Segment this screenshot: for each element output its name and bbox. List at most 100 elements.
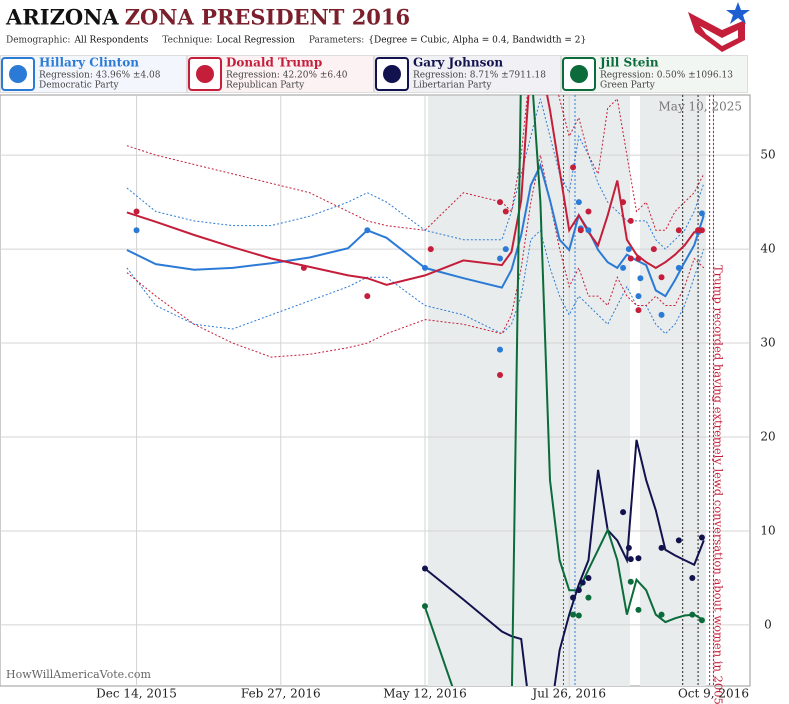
title: ARIZONA <box>5 5 119 30</box>
legend-party: Green Party <box>600 81 656 91</box>
poll-point <box>570 594 577 601</box>
legend-regression: Regression: 8.71% ±7911.18 <box>413 71 546 81</box>
x-tick-label: Dec 14, 2015 <box>96 687 177 701</box>
poll-point <box>300 264 307 271</box>
legend-icon-mark <box>196 65 214 83</box>
param-value: All Respondents <box>73 36 148 46</box>
poll-point <box>497 346 503 353</box>
parameters: Demographic: All Respondents Technique: Loc… <box>6 36 586 46</box>
regression-line <box>424 439 705 686</box>
poll-point <box>585 227 592 234</box>
poll-point <box>658 274 665 281</box>
legend-regression: Regression: 42.20% ±6.40 <box>226 71 348 81</box>
poll-point <box>422 264 428 271</box>
param-label: Demographic: <box>6 36 70 46</box>
poll-point <box>570 611 577 618</box>
regression-line <box>424 95 705 686</box>
regression-line <box>126 95 705 286</box>
poll-point <box>675 264 682 271</box>
y-tick-label: 10 <box>760 523 775 537</box>
poll-point <box>585 208 592 215</box>
param-value: Local Regression <box>216 36 295 46</box>
legend-icon-mark <box>383 65 401 83</box>
shaded-period <box>428 96 630 686</box>
poll-point <box>422 603 428 610</box>
poll-point <box>627 217 634 224</box>
poll-point <box>658 611 665 618</box>
confidence-bands <box>126 95 705 358</box>
x-tick-label: Feb 27, 2016 <box>241 687 321 701</box>
poll-point <box>689 611 696 618</box>
param-value: {Degree = Cubic, Alpha = 0.4, Bandwidth … <box>368 36 586 46</box>
poll-point <box>620 509 627 516</box>
poll-point <box>627 255 634 262</box>
y-tick-label: 50 <box>760 148 775 162</box>
poll-point <box>577 227 584 234</box>
poll-point <box>620 264 627 271</box>
poll-point <box>364 227 371 234</box>
poll-point <box>497 255 503 262</box>
legend-icon-mark <box>570 65 588 83</box>
poll-point <box>627 578 634 585</box>
poll-point <box>658 311 665 318</box>
x-tick-label: May 12, 2016 <box>383 687 466 701</box>
y-tick-label: 0 <box>764 617 772 631</box>
poll-point <box>502 208 509 215</box>
legend-icon-mark <box>9 65 27 83</box>
poll-point <box>497 199 503 206</box>
poll-point <box>625 246 632 253</box>
param-label: Parameters: <box>309 36 364 46</box>
legend-party: Democratic Party <box>39 81 120 91</box>
regression-line <box>126 162 705 298</box>
poll-point <box>575 587 582 594</box>
poll-point <box>422 565 428 572</box>
poll-point <box>497 371 503 378</box>
poll-point <box>627 556 634 563</box>
poll-points <box>133 164 705 624</box>
x-tick-label: Oct 9, 2016 <box>678 687 749 701</box>
poll-point <box>579 579 586 586</box>
y-tick-label: 30 <box>760 336 775 350</box>
poll-point <box>698 210 705 217</box>
legend-name: Jill Stein <box>599 56 659 70</box>
poll-point <box>635 293 642 300</box>
poll-point <box>364 293 371 300</box>
date-stamp: May 10, 2025 <box>659 100 742 114</box>
poll-point <box>698 534 705 541</box>
poll-point <box>427 246 434 253</box>
poll-point <box>650 246 657 253</box>
poll-point <box>575 199 582 206</box>
poll-point <box>675 227 682 234</box>
poll-point <box>625 544 632 551</box>
regression-lines <box>126 95 705 686</box>
poll-point <box>658 544 665 551</box>
poll-point <box>698 617 705 624</box>
poll-point <box>575 612 582 619</box>
axes: 0 10 20 30 40 50 Dec 14, 2015 Feb 27, 2016 May 1… <box>96 148 775 701</box>
poll-point <box>635 606 642 613</box>
shaded-period <box>640 96 706 686</box>
x-tick-label: Jul 26, 2016 <box>530 687 606 701</box>
confidence-lower <box>126 154 705 358</box>
poll-point <box>698 227 705 234</box>
legend-name: Hillary Clinton <box>39 56 139 70</box>
events: Trump recorded having extremely lewd con… <box>562 95 726 704</box>
logo <box>688 2 750 52</box>
confidence-upper <box>126 98 705 250</box>
event-label: Trump recorded having extremely lewd con… <box>712 265 726 704</box>
poll-point <box>133 208 140 215</box>
legend-name: Donald Trump <box>226 56 322 70</box>
poll-point <box>637 275 644 282</box>
poll-point <box>570 164 577 171</box>
poll-point <box>620 199 627 206</box>
poll-point <box>689 574 696 581</box>
poll-point <box>502 246 509 253</box>
source: HowWillAmericaVote.com <box>6 668 151 681</box>
confidence-lower <box>126 229 705 335</box>
poll-point <box>585 594 592 601</box>
poll-point <box>133 227 140 234</box>
legend-party: Libertarian Party <box>413 81 492 91</box>
legend-party: Republican Party <box>226 81 305 91</box>
